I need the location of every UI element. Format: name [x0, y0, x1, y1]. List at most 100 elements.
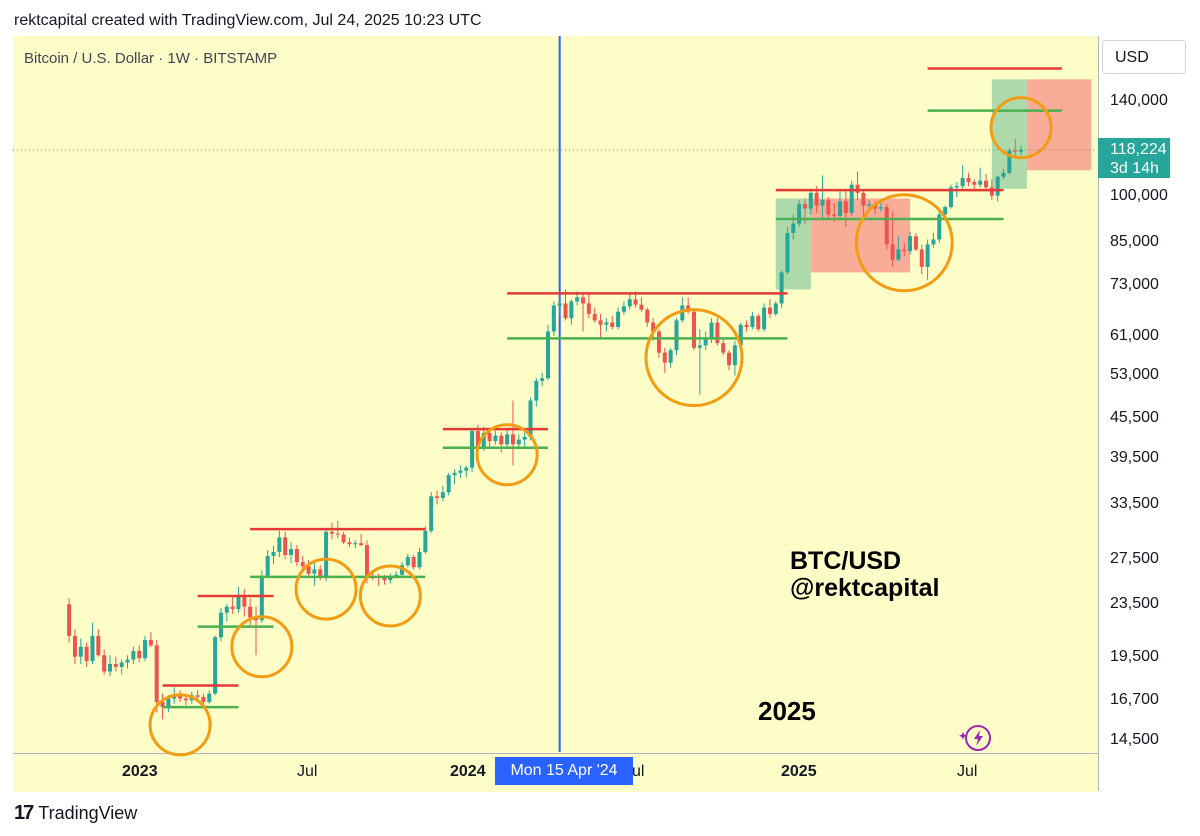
price-tick-label: 61,000	[1110, 327, 1159, 344]
price-tick-label: 39,500	[1110, 449, 1159, 466]
candle	[662, 352, 667, 363]
candle	[773, 303, 778, 314]
candle	[224, 606, 229, 613]
candle	[995, 176, 1000, 196]
candle	[306, 566, 311, 574]
candle	[475, 431, 480, 448]
candle	[446, 475, 451, 493]
watermark: BTC/USD @rektcapital	[790, 548, 939, 602]
candle	[359, 543, 364, 546]
lightning-badge-icon[interactable]	[958, 723, 994, 753]
candle	[259, 575, 264, 621]
highlight-circle	[294, 557, 358, 621]
candle	[808, 192, 813, 209]
candle	[937, 214, 942, 240]
candle	[656, 331, 661, 353]
candle	[1001, 172, 1006, 177]
last-price-label: 118,224 3d 14h	[1098, 138, 1170, 178]
time-tick-label: 2025	[781, 763, 817, 780]
candle	[633, 299, 638, 305]
price-tick-label: 16,700	[1110, 691, 1159, 708]
candle	[283, 537, 288, 555]
candle	[802, 204, 807, 209]
candle	[72, 635, 77, 657]
chart-area[interactable]	[13, 36, 1098, 753]
candle	[908, 236, 913, 252]
candle	[458, 470, 463, 473]
candle	[902, 249, 907, 252]
candle	[143, 639, 148, 659]
candle	[435, 496, 440, 498]
price-tick-label: 27,500	[1110, 550, 1159, 567]
candle	[861, 192, 866, 206]
watermark-handle: @rektcapital	[790, 574, 940, 602]
candle	[703, 338, 708, 346]
candle	[931, 239, 936, 245]
highlight-circle	[148, 693, 212, 757]
candle	[364, 545, 369, 576]
candle	[680, 305, 685, 321]
candle	[838, 201, 842, 216]
highlight-circle	[989, 96, 1053, 160]
time-tick-label: 2024	[450, 763, 486, 780]
year-annotation: 2025	[758, 696, 816, 726]
candle	[353, 543, 358, 545]
candle	[732, 345, 737, 366]
price-tick-label: 45,500	[1110, 409, 1159, 426]
candle	[487, 433, 492, 441]
candle	[242, 594, 247, 607]
candle	[551, 305, 556, 332]
candle	[516, 439, 521, 445]
candle	[102, 655, 107, 672]
tradingview-logo[interactable]: 17 TradingView	[14, 802, 137, 825]
last-price-value: 118,224	[1110, 141, 1167, 158]
candle	[762, 307, 767, 330]
price-tick-label: 23,500	[1110, 595, 1159, 612]
candle	[960, 178, 965, 187]
candle	[738, 324, 743, 346]
candle	[867, 204, 872, 206]
candle	[131, 650, 136, 660]
candle	[925, 244, 930, 267]
candle	[744, 324, 749, 327]
candle	[96, 635, 101, 656]
candle	[557, 303, 562, 306]
candle	[919, 249, 924, 267]
candle	[1007, 150, 1012, 173]
tradingview-brand: TradingView	[38, 803, 138, 823]
candle	[692, 311, 696, 348]
candle	[586, 303, 591, 314]
candle	[668, 350, 673, 363]
price-tick-label: 73,000	[1110, 276, 1159, 293]
tradingview-mark-icon: 17	[14, 802, 34, 824]
candle	[727, 352, 732, 366]
candle	[779, 272, 784, 304]
candle	[639, 304, 644, 310]
price-tick-label: 33,500	[1110, 495, 1159, 512]
candle	[166, 698, 171, 708]
candle	[90, 635, 95, 662]
candle	[563, 303, 568, 319]
candle	[1013, 150, 1018, 152]
candle	[119, 662, 124, 667]
candle	[843, 201, 848, 213]
candle	[849, 184, 854, 213]
watermark-pair: BTC/USD	[790, 547, 902, 575]
candle	[294, 549, 299, 563]
highlight-circle	[475, 423, 539, 487]
candle	[569, 301, 574, 319]
candle	[335, 533, 340, 535]
candle	[218, 612, 223, 638]
candle	[826, 199, 831, 215]
candle	[277, 537, 282, 552]
candle	[160, 701, 165, 708]
candle	[423, 530, 428, 552]
candle	[913, 236, 918, 250]
candle	[814, 192, 819, 206]
candle	[493, 435, 498, 441]
candle	[948, 187, 953, 208]
highlight-circle	[644, 308, 744, 408]
zone-3	[1026, 79, 1092, 171]
currency-selector[interactable]: USD	[1102, 40, 1186, 74]
